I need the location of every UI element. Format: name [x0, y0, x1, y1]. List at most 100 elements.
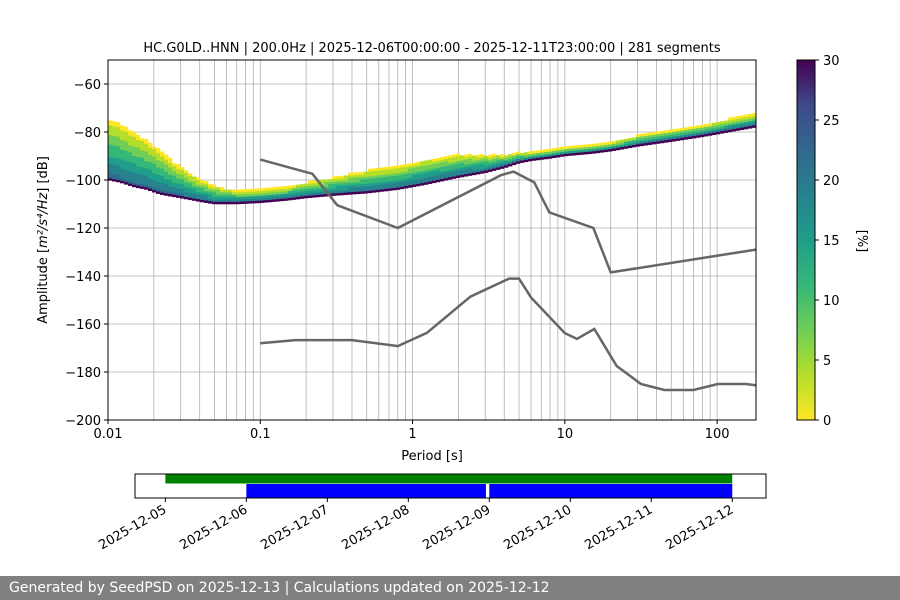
heatmap-cell	[212, 191, 217, 195]
heatmap-cell	[140, 152, 145, 156]
heatmap-cell	[140, 167, 145, 170]
heatmap-cell	[628, 142, 633, 146]
heatmap-cell	[716, 126, 721, 130]
heatmap-cell	[224, 199, 229, 202]
heatmap-cell	[112, 145, 117, 148]
heatmap-cell	[192, 188, 197, 192]
heatmap-cell	[464, 171, 469, 175]
heatmap-cell	[160, 161, 165, 164]
heatmap-cell	[120, 144, 125, 148]
heatmap-cell	[592, 143, 597, 147]
heatmap-cell	[400, 184, 405, 187]
heatmap-cell	[204, 188, 209, 191]
heatmap-cell	[352, 182, 357, 185]
heatmap-cell	[112, 133, 117, 136]
heatmap-cell	[108, 127, 113, 131]
heatmap-cell	[136, 183, 141, 186]
heatmap-cell	[224, 196, 229, 200]
heatmap-cell	[168, 193, 173, 197]
heatmap-cell	[112, 166, 117, 170]
heatmap-cell	[304, 195, 309, 199]
heatmap-cell	[212, 201, 217, 205]
heatmap-cell	[464, 164, 469, 167]
heatmap-cell	[696, 132, 701, 136]
heatmap-cell	[540, 154, 545, 158]
heatmap-cell	[704, 133, 709, 137]
heatmap-cell	[132, 170, 137, 173]
heatmap-cell	[476, 164, 481, 168]
heatmap-cell	[444, 175, 449, 179]
heatmap-cell	[264, 195, 269, 198]
heatmap-cell	[380, 174, 385, 178]
heatmap-cell	[700, 129, 705, 133]
heatmap-cell	[616, 147, 621, 151]
heatmap-cell	[704, 124, 709, 127]
heatmap-cell	[248, 191, 253, 195]
heatmap-cell	[352, 179, 357, 183]
heatmap-cell	[140, 174, 145, 177]
heatmap-cell	[128, 173, 133, 177]
heatmap-cell	[460, 157, 465, 161]
heatmap-cell	[140, 138, 145, 141]
heatmap-cell	[544, 156, 549, 160]
heatmap-cell	[180, 193, 185, 197]
heatmap-cell	[744, 114, 749, 118]
heatmap-cell	[172, 180, 177, 183]
heatmap-cell	[732, 119, 737, 122]
heatmap-cell	[208, 196, 213, 199]
heatmap-cell	[388, 183, 393, 187]
y-tick-label: −120	[65, 222, 101, 237]
heatmap-cell	[452, 176, 457, 179]
heatmap-cell	[156, 157, 161, 161]
heatmap-cell	[404, 166, 409, 170]
heatmap-cell	[180, 183, 185, 187]
heatmap-cell	[136, 166, 141, 169]
heatmap-cell	[560, 146, 565, 150]
heatmap-cell	[184, 191, 189, 195]
availability-frame	[134, 473, 767, 499]
heatmap-cell	[184, 177, 189, 181]
heatmap-cell	[716, 129, 721, 132]
heatmap-cell	[288, 192, 293, 196]
heatmap-cell	[684, 132, 689, 135]
heatmap-cell	[200, 192, 205, 196]
heatmap-cell	[352, 184, 357, 188]
heatmap-cell	[392, 166, 397, 169]
heatmap-cell	[280, 198, 285, 202]
heatmap-cell	[552, 155, 557, 159]
heatmap-cell	[420, 170, 425, 174]
heatmap-cell	[152, 180, 157, 183]
heatmap-cell	[136, 135, 141, 138]
heatmap-cell	[156, 172, 161, 175]
heatmap-cell	[284, 198, 289, 201]
heatmap-cell	[440, 176, 445, 179]
heatmap-cell	[176, 168, 181, 172]
heatmap-cell	[192, 190, 197, 194]
footer-text: Generated by SeedPSD on 2025-12-13 | Cal…	[9, 580, 550, 596]
heatmap-cell	[596, 148, 601, 151]
heatmap-cell	[484, 160, 489, 164]
heatmap-cell	[172, 194, 177, 198]
heatmap-cell	[164, 190, 169, 194]
heatmap-cell	[188, 185, 193, 189]
heatmap-cell	[440, 173, 445, 177]
heatmap-cell	[484, 158, 489, 161]
heatmap-cell	[152, 189, 157, 193]
heatmap-cell	[672, 136, 677, 140]
heatmap-cell	[128, 180, 133, 184]
heatmap-cell	[720, 121, 725, 124]
heatmap-cell	[696, 125, 701, 129]
heatmap-cell	[136, 147, 141, 150]
heatmap-cell	[628, 140, 633, 144]
heatmap-cell	[136, 168, 141, 172]
heatmap-cell	[112, 137, 117, 141]
heatmap-cell	[420, 175, 425, 179]
heatmap-cell	[108, 144, 113, 148]
heatmap-cell	[464, 159, 469, 163]
heatmap-cell	[720, 130, 725, 134]
heatmap-cell	[420, 178, 425, 181]
heatmap-cell	[128, 142, 133, 146]
heatmap-cell	[604, 144, 609, 148]
heatmap-cell	[380, 184, 385, 187]
heatmap-cell	[336, 178, 341, 182]
